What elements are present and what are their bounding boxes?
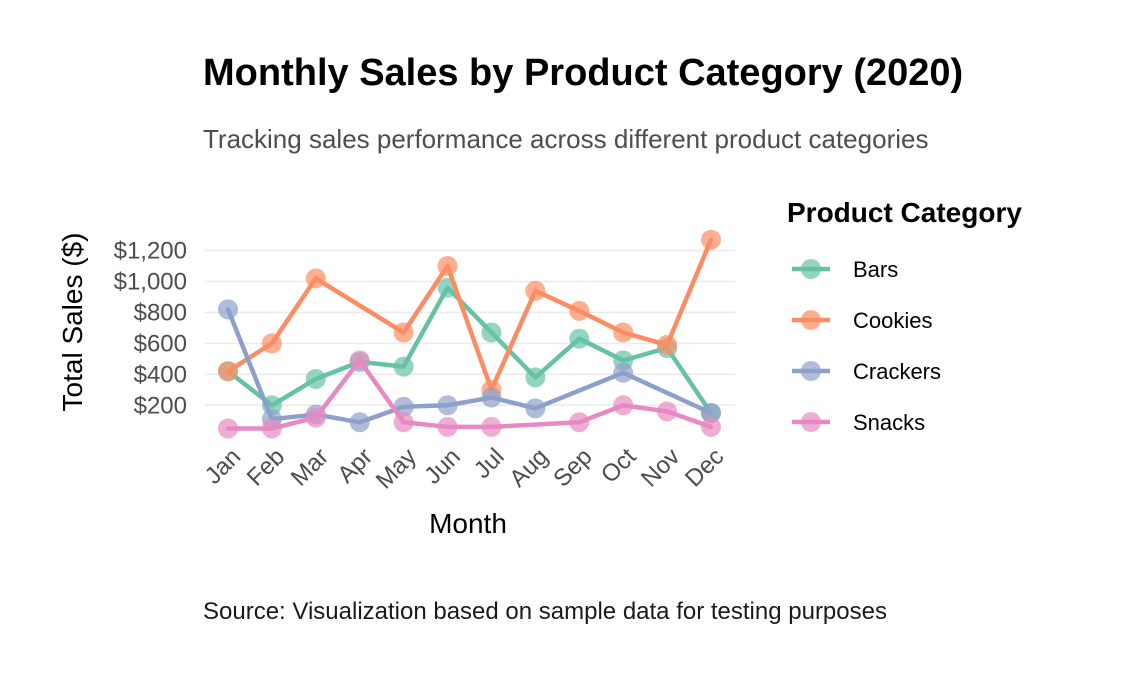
bars-line [225,285,714,416]
legend-key-point [801,259,821,279]
cookies-point [701,229,721,250]
series-group [218,229,721,439]
snacks-point [701,416,721,437]
cookies-point [437,256,458,277]
snacks-point [569,412,590,433]
legend-label: Crackers [853,359,941,384]
cookies-point [218,361,238,382]
crackers-point [349,412,370,433]
x-tick-label: Sep [548,443,597,492]
crackers-point [701,402,721,423]
snacks-point [349,350,370,371]
bars-point [525,367,546,388]
y-tick-label: $1,000 [114,269,187,296]
bars-point [393,356,414,377]
legend-item-bars: Bars [792,257,898,282]
legend: Product Category Bars Cookies Crackers Snac… [787,197,1022,435]
x-tick-label: Aug [504,443,553,492]
chart-caption: Source: Visualization based on sample da… [203,598,887,625]
bars-point [481,322,502,343]
snacks-point [657,401,678,422]
snacks-point [613,395,634,416]
series-snacks [218,350,721,439]
crackers-point [481,387,502,408]
cookies-point [525,280,546,301]
cookies-point [305,268,326,289]
chart-subtitle: Tracking sales performance across differ… [203,124,929,154]
legend-label: Snacks [853,410,925,435]
snacks-point [437,416,458,437]
legend-title: Product Category [787,197,1022,228]
cookies-point [393,322,414,343]
x-tick-label: Nov [636,443,685,492]
snacks-point [481,416,502,437]
y-axis-ticks: $200 $400 $600 $800 $1,000 $1,200 [114,238,187,420]
chart-title: Monthly Sales by Product Category (2020) [203,52,964,94]
series-crackers [218,299,721,433]
y-tick-label: $1,200 [114,238,187,265]
snacks-point [218,418,238,439]
legend-item-snacks: Snacks [792,410,925,435]
legend-label: Cookies [853,308,932,333]
crackers-point [525,398,546,419]
legend-key-point [801,310,821,330]
snacks-point [305,407,326,428]
cookies-point [613,322,634,343]
legend-key-point [801,412,821,432]
cookies-point [569,300,590,321]
x-tick-label: Feb [242,443,290,491]
x-tick-label: Apr [332,443,378,489]
legend-label: Bars [853,257,898,282]
x-tick-label: Jan [200,443,246,489]
snacks-point [261,418,282,439]
legend-item-crackers: Crackers [792,359,941,384]
cookies-point [657,334,678,355]
crackers-point [218,299,238,320]
y-tick-label: $600 [134,330,187,357]
crackers-point [437,395,458,416]
x-tick-label: Oct [596,443,642,489]
grid-lines [205,249,735,407]
x-tick-label: Mar [286,443,334,491]
x-axis-title: Month [429,508,507,539]
crackers-point [613,362,634,383]
y-tick-label: $800 [134,299,187,326]
crackers-line [225,307,714,425]
y-tick-label: $200 [134,392,187,419]
cookies-point [261,333,282,354]
snacks-point [393,412,414,433]
cookies-line [225,237,714,393]
bars-point [305,368,326,389]
x-tick-label: Jul [469,443,510,484]
legend-key-point [801,361,821,381]
legend-item-cookies: Cookies [792,308,932,333]
x-tick-label: Dec [680,443,729,492]
y-axis-title: Total Sales ($) [57,233,88,412]
y-tick-label: $400 [134,361,187,388]
x-tick-label: Jun [419,443,465,489]
bars-point [569,328,590,349]
x-tick-label: May [371,443,422,494]
